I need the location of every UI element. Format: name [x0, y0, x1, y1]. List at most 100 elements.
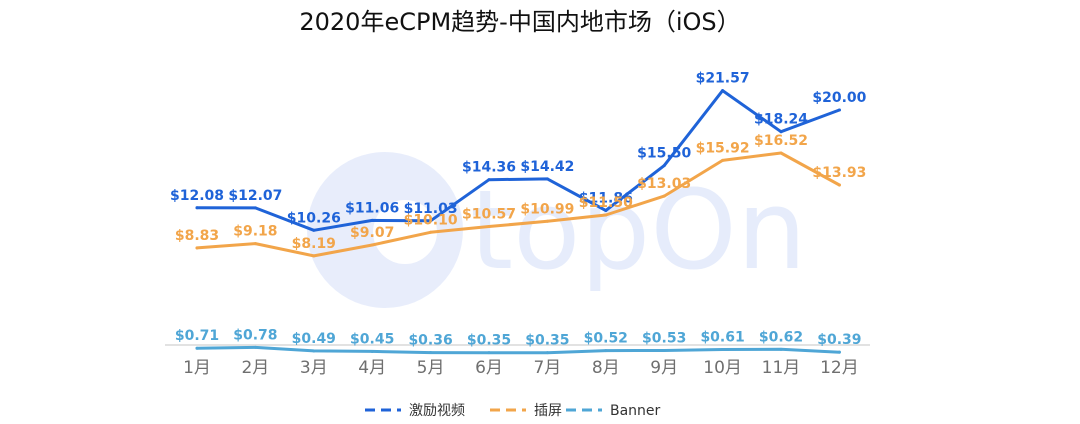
legend-label: Banner: [610, 403, 661, 419]
x-tick-label: 9月: [650, 358, 678, 378]
data-label: $20.00: [812, 90, 866, 106]
data-label: $0.35: [525, 333, 569, 349]
series-layer: $12.08 $12.07 $10.26$11.06 $11.03 $14.36 $14.…: [170, 71, 867, 355]
data-label: $12.08: [170, 188, 224, 204]
legend-item[interactable]: 激励视频: [365, 402, 465, 419]
data-point: [604, 209, 608, 213]
data-label: $0.35: [467, 333, 511, 349]
x-tick-label: 12月: [820, 358, 859, 378]
data-point: [429, 230, 433, 234]
data-point: [253, 345, 257, 349]
data-point: [312, 254, 316, 258]
data-label: $11.06: [345, 200, 399, 216]
x-axis-ticks: 1月 2月 3月 4月 5月 6月 7月 8月 9月 10月 11月 12月: [183, 358, 859, 378]
data-label: $14.36: [462, 160, 516, 176]
legend-item[interactable]: Banner: [566, 403, 661, 419]
data-point: [370, 243, 374, 247]
series-incentive-video: $12.08 $12.07 $10.26$11.06 $11.03 $14.36 $14.…: [170, 71, 867, 232]
data-label: $0.53: [642, 330, 686, 346]
data-point: [662, 194, 666, 198]
data-label: $10.57: [462, 206, 516, 222]
data-point: [545, 219, 549, 223]
series-line: [195, 345, 841, 355]
data-point: [837, 350, 841, 354]
data-point: [721, 89, 725, 93]
data-point: [253, 242, 257, 246]
data-label: $13.03: [637, 176, 691, 192]
x-tick-label: 11月: [762, 358, 801, 378]
data-label: $13.93: [812, 165, 866, 181]
data-label: $9.07: [350, 225, 394, 241]
series-line: [195, 151, 841, 258]
data-point: [370, 349, 374, 353]
series-interstitial: $8.83 $9.18 $8.19 $9.07 $10.10 $10.57 $10.99 $1…: [175, 133, 866, 258]
data-point: [721, 158, 725, 162]
data-label: $0.39: [817, 332, 861, 348]
data-label: $9.18: [233, 224, 277, 240]
data-label: $11.86: [579, 191, 633, 207]
data-point: [662, 348, 666, 352]
data-label: $8.19: [292, 236, 336, 252]
x-tick-label: 5月: [417, 358, 445, 378]
chart-title: 2020年eCPM趋势-中国内地市场（iOS）: [299, 8, 740, 36]
data-point: [662, 164, 666, 168]
data-point: [779, 347, 783, 351]
data-point: [429, 219, 433, 223]
x-tick-label: 3月: [300, 358, 328, 378]
legend: 激励视频 插屏 Banner: [365, 402, 661, 419]
data-point: [604, 213, 608, 217]
x-tick-label: 6月: [475, 358, 503, 378]
data-point: [779, 130, 783, 134]
data-point: [487, 351, 491, 355]
x-tick-label: 10月: [703, 358, 742, 378]
data-label: $0.36: [408, 333, 452, 349]
data-point: [721, 347, 725, 351]
data-label: $11.03: [404, 201, 458, 217]
data-point: [604, 349, 608, 353]
data-label: $16.52: [754, 133, 808, 149]
x-tick-label: 7月: [533, 358, 561, 378]
data-point: [429, 351, 433, 355]
series-banner: $0.71 $0.78 $0.49 $0.45 $0.36 $0.35 $0.35 $0.52…: [175, 327, 862, 355]
data-label: $15.92: [696, 140, 750, 156]
data-point: [312, 228, 316, 232]
data-label: $10.26: [287, 210, 341, 226]
legend-item[interactable]: 插屏: [490, 403, 562, 419]
data-point: [837, 108, 841, 112]
data-point: [195, 206, 199, 210]
data-label: $21.57: [696, 71, 750, 87]
x-tick-label: 8月: [592, 358, 620, 378]
data-point: [545, 177, 549, 181]
data-point: [370, 218, 374, 222]
data-label: $15.50: [637, 146, 691, 162]
data-label: $8.83: [175, 228, 219, 244]
data-label: $10.99: [520, 201, 574, 217]
data-label: $11.50: [579, 195, 633, 211]
series-line: [195, 89, 841, 232]
data-point: [545, 351, 549, 355]
x-tick-label: 1月: [183, 358, 211, 378]
data-point: [195, 346, 199, 350]
data-label: $0.49: [292, 331, 336, 347]
data-point: [253, 206, 257, 210]
data-label: $0.62: [759, 329, 803, 345]
data-label: $18.24: [754, 112, 808, 128]
x-tick-label: 2月: [241, 358, 269, 378]
watermark-hole: [373, 200, 437, 264]
x-tick-label: 4月: [358, 358, 386, 378]
data-label: $0.71: [175, 328, 219, 344]
data-point: [837, 183, 841, 187]
data-point: [195, 246, 199, 250]
data-point: [779, 151, 783, 155]
data-label: $10.10: [404, 212, 458, 228]
data-label: $14.42: [520, 159, 574, 175]
data-label: $12.07: [228, 188, 282, 204]
data-label: $0.45: [350, 331, 394, 347]
data-label: $0.61: [700, 329, 744, 345]
data-point: [312, 349, 316, 353]
data-point: [487, 178, 491, 182]
data-point: [487, 224, 491, 228]
data-label: $0.52: [584, 331, 628, 347]
legend-label: 激励视频: [409, 402, 465, 419]
